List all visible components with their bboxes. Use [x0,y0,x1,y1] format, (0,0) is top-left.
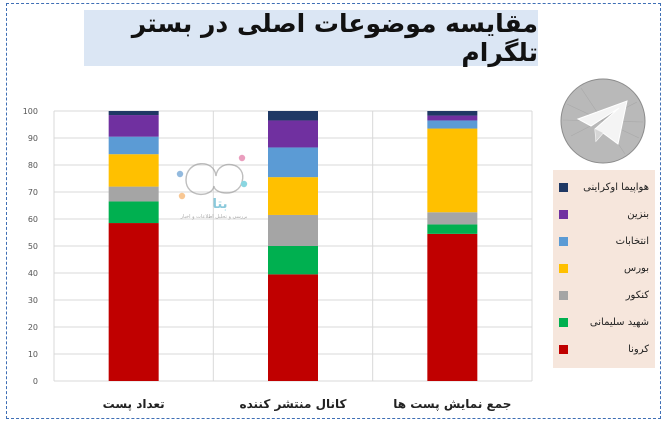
x-tick-label: تعداد پست [103,397,165,411]
watermark-tagline: بررسی و تحلیل اطلاعات و اخبار [180,214,248,220]
bar-segment [108,115,159,137]
bar-segment [268,147,318,178]
bar-segment [427,224,478,234]
bar-segment [268,214,318,246]
legend-item: بنزین [559,201,649,228]
chart-title-box: مقایسه موضوعات اصلی در بستر تلگرام [84,9,538,67]
bar-segment [427,212,478,225]
bar-segment [427,128,478,213]
legend-swatch [559,291,568,300]
y-tick-label: 0 [33,377,38,386]
bar-segment [108,111,159,116]
bar-segment [268,177,318,215]
legend-item: کنکور [559,282,649,309]
y-tick-label: 10 [28,350,38,359]
legend-item: شهید سلیمانی [559,309,649,336]
watermark-name: بتا [212,197,227,212]
bar-segment [108,186,159,202]
legend-swatch [559,318,568,327]
legend-swatch [559,345,568,354]
bar-segment [108,154,159,187]
legend-item: کرونا [559,336,649,363]
y-tick-label: 90 [28,134,38,143]
y-tick-label: 60 [28,215,38,224]
legend-label: بورس [624,263,649,274]
y-tick-label: 80 [28,161,38,170]
bar-segment [108,136,159,155]
y-tick-label: 70 [28,188,38,197]
y-tick-label: 20 [28,323,38,332]
x-tick-label: جمع نمایش پست ها [393,397,511,411]
chart-legend: هواپیما اوکراینی بنزین انتخابات بورس کنکور شه… [553,170,655,368]
x-tick-label: کانال منتشر کننده [240,397,347,411]
bar-segment [268,120,318,148]
y-tick-label: 30 [28,296,38,305]
bar-segment [268,274,318,381]
bar-segment [268,246,318,275]
chart-title: مقایسه موضوعات اصلی در بستر تلگرام [131,9,538,67]
legend-label: بنزین [627,209,649,220]
bar-segment [427,111,478,116]
legend-item: هواپیما اوکراینی [559,174,649,201]
bar-segment [108,223,159,381]
legend-label: انتخابات [615,236,649,247]
bar-segment [427,115,478,121]
y-tick-label: 100 [23,107,38,116]
chart-frame [6,3,661,419]
legend-item: بورس [559,255,649,282]
bar-segment [268,111,318,121]
legend-item: انتخابات [559,228,649,255]
y-tick-label: 50 [28,242,38,251]
legend-label: هواپیما اوکراینی [583,182,649,193]
beta-watermark-logo: بتا بررسی و تحلیل اطلاعات و اخبار [176,154,248,220]
bar-segment [108,201,159,224]
legend-swatch [559,183,568,192]
legend-swatch [559,237,568,246]
bar-segment [427,120,478,129]
y-tick-label: 40 [28,269,38,278]
telegram-logo-icon [551,74,655,168]
legend-label: کنکور [625,290,649,301]
legend-label: کرونا [628,344,649,355]
legend-swatch [559,210,568,219]
bar-segment [427,233,478,381]
legend-label: شهید سلیمانی [589,317,649,328]
legend-swatch [559,264,568,273]
